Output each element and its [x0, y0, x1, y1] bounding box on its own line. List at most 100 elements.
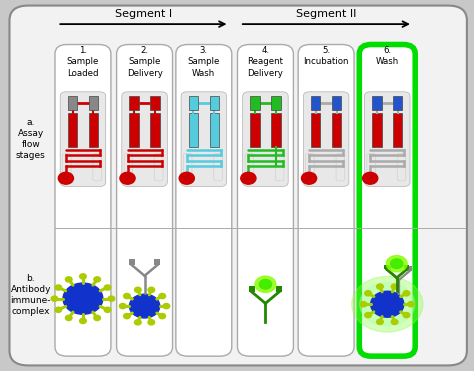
- Circle shape: [63, 283, 103, 314]
- Circle shape: [108, 296, 115, 301]
- Bar: [155, 259, 160, 265]
- Circle shape: [363, 172, 378, 184]
- Bar: [89, 96, 98, 111]
- Circle shape: [94, 315, 100, 321]
- Bar: [150, 114, 160, 147]
- Circle shape: [403, 291, 410, 296]
- Bar: [250, 114, 260, 147]
- Circle shape: [129, 294, 160, 318]
- FancyBboxPatch shape: [55, 45, 111, 356]
- Bar: [150, 96, 160, 111]
- Bar: [89, 114, 98, 147]
- Text: b.
Antibody
immune-
complex: b. Antibody immune- complex: [10, 274, 51, 316]
- Bar: [407, 266, 412, 271]
- FancyBboxPatch shape: [9, 6, 467, 365]
- FancyBboxPatch shape: [122, 92, 167, 187]
- Circle shape: [360, 302, 367, 307]
- Text: Segment II: Segment II: [296, 9, 356, 19]
- FancyBboxPatch shape: [60, 92, 106, 187]
- Bar: [249, 286, 255, 292]
- FancyBboxPatch shape: [117, 45, 173, 356]
- Bar: [250, 96, 260, 111]
- Circle shape: [104, 285, 111, 290]
- Text: 3.
Sample
Wash: 3. Sample Wash: [188, 46, 220, 78]
- Bar: [404, 265, 409, 269]
- Bar: [189, 96, 198, 111]
- Bar: [271, 114, 281, 147]
- Circle shape: [119, 303, 126, 309]
- Bar: [68, 96, 77, 111]
- Circle shape: [391, 284, 398, 289]
- Bar: [384, 265, 389, 269]
- Circle shape: [163, 303, 170, 309]
- Circle shape: [65, 277, 72, 282]
- Circle shape: [259, 279, 272, 289]
- Circle shape: [365, 312, 372, 318]
- Bar: [311, 96, 320, 111]
- Circle shape: [120, 172, 135, 184]
- Text: 2.
Sample
Delivery: 2. Sample Delivery: [127, 46, 163, 78]
- Circle shape: [301, 172, 317, 184]
- Circle shape: [58, 172, 73, 184]
- Bar: [311, 114, 320, 147]
- FancyBboxPatch shape: [181, 92, 227, 187]
- FancyBboxPatch shape: [365, 92, 410, 187]
- Circle shape: [124, 293, 130, 299]
- FancyBboxPatch shape: [298, 45, 354, 356]
- Circle shape: [386, 256, 407, 272]
- Circle shape: [148, 287, 155, 292]
- Circle shape: [377, 284, 383, 289]
- Text: 5.
Incubation: 5. Incubation: [303, 46, 349, 66]
- Bar: [276, 286, 282, 292]
- FancyBboxPatch shape: [243, 92, 288, 187]
- Bar: [68, 114, 77, 147]
- Bar: [372, 114, 382, 147]
- FancyBboxPatch shape: [303, 92, 349, 187]
- Circle shape: [360, 283, 415, 326]
- Bar: [393, 114, 402, 147]
- Circle shape: [65, 315, 72, 321]
- Bar: [332, 114, 341, 147]
- FancyBboxPatch shape: [237, 45, 293, 356]
- FancyBboxPatch shape: [176, 45, 232, 356]
- Circle shape: [135, 320, 141, 325]
- Circle shape: [148, 320, 155, 325]
- Circle shape: [255, 276, 276, 292]
- Circle shape: [55, 285, 62, 290]
- Circle shape: [94, 277, 100, 282]
- Circle shape: [124, 313, 130, 319]
- Circle shape: [391, 259, 403, 269]
- Circle shape: [377, 319, 383, 325]
- Circle shape: [55, 307, 62, 312]
- Text: 6.
Wash: 6. Wash: [375, 46, 399, 66]
- Bar: [189, 114, 198, 147]
- Circle shape: [352, 276, 423, 332]
- Bar: [271, 96, 281, 111]
- Bar: [129, 114, 139, 147]
- Bar: [393, 96, 402, 111]
- Bar: [210, 96, 219, 111]
- Bar: [386, 266, 391, 271]
- FancyBboxPatch shape: [359, 45, 415, 356]
- Circle shape: [371, 291, 404, 317]
- Circle shape: [80, 274, 86, 279]
- Bar: [129, 96, 139, 111]
- Circle shape: [159, 293, 165, 299]
- Circle shape: [241, 172, 256, 184]
- Text: a.
Assay
flow
stages: a. Assay flow stages: [16, 118, 46, 160]
- Bar: [332, 96, 341, 111]
- Bar: [129, 259, 135, 265]
- Bar: [210, 114, 219, 147]
- Circle shape: [179, 172, 194, 184]
- Circle shape: [391, 319, 398, 325]
- Circle shape: [159, 313, 165, 319]
- Circle shape: [403, 312, 410, 318]
- Circle shape: [408, 302, 414, 307]
- Circle shape: [104, 307, 111, 312]
- Circle shape: [80, 318, 86, 324]
- Text: Segment I: Segment I: [115, 9, 172, 19]
- Circle shape: [365, 291, 372, 296]
- Bar: [372, 96, 382, 111]
- Circle shape: [135, 287, 141, 292]
- Text: 4.
Reagent
Delivery: 4. Reagent Delivery: [247, 46, 283, 78]
